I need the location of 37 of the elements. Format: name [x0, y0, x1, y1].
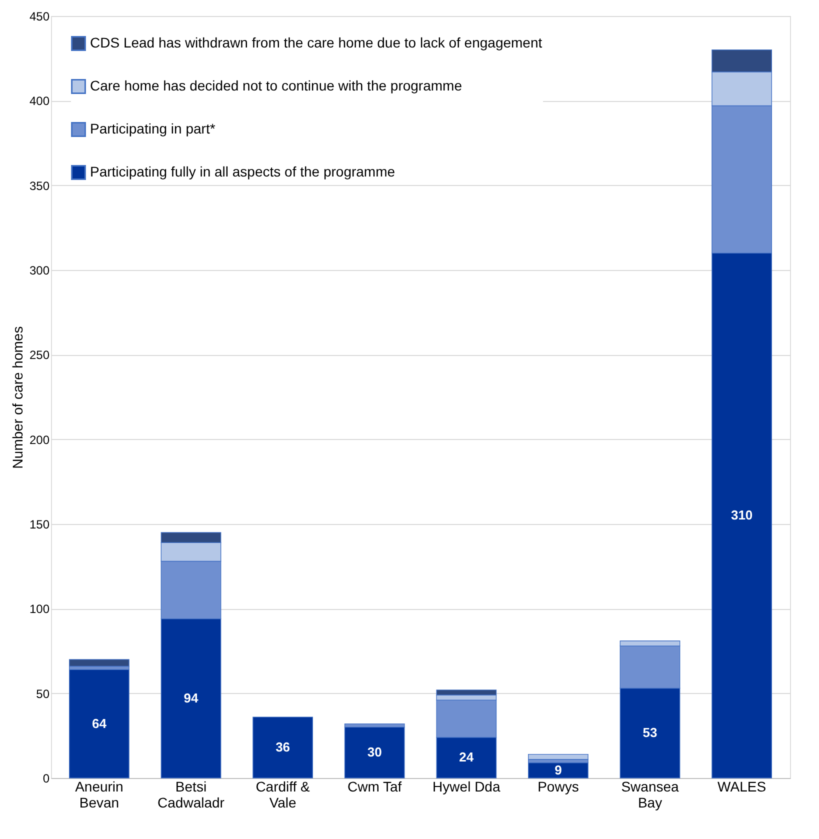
- legend-label: Care home has decided not to continue with the programme: [90, 78, 462, 94]
- x-tick-label: Cwm Taf: [348, 778, 402, 794]
- bar: [252, 716, 313, 778]
- y-tick-label: 350: [29, 178, 50, 193]
- y-tick-label: 400: [29, 94, 50, 108]
- y-tick-label: 150: [29, 518, 50, 532]
- legend-label: Participating in part*: [90, 120, 216, 136]
- data-label: 36: [276, 740, 290, 755]
- legend-label: CDS Lead has withdrawn from the care home due to lack of engagement: [90, 34, 542, 50]
- y-tick-label: 0: [42, 772, 50, 786]
- y-tick-label: 450: [29, 10, 50, 24]
- x-tick-label: Aneurin Bevan: [75, 778, 124, 810]
- data-label: 24: [459, 750, 474, 765]
- y-tick-label: 200: [29, 432, 50, 447]
- x-tick-label: Hywel Dda: [432, 778, 500, 794]
- bar: [69, 669, 130, 778]
- bar: [69, 659, 130, 667]
- x-tick-label: Powys: [538, 778, 579, 794]
- y-axis-title: Number of care homes: [9, 326, 26, 469]
- bar: [344, 726, 405, 778]
- x-tick-label: WALES: [718, 778, 766, 794]
- x-tick-label: Betsi Cadwaladr: [158, 778, 225, 810]
- legend-label: Participating fully in all aspects of the programme: [90, 164, 396, 180]
- x-tick-label: Cardiff & Vale: [256, 778, 311, 810]
- y-tick-label: 250: [29, 348, 50, 362]
- data-label: 30: [367, 744, 382, 760]
- y-tick-label: 50: [36, 686, 50, 701]
- y-tick-label: 300: [29, 264, 50, 278]
- data-label: 64: [92, 716, 108, 731]
- data-label: 310: [730, 508, 753, 523]
- bar: [528, 754, 588, 760]
- bar: [528, 762, 588, 778]
- data-label: 94: [184, 690, 199, 706]
- data-label: 53: [642, 725, 658, 740]
- y-tick-label: 100: [29, 602, 50, 616]
- x-tick-label: Swansea Bay: [621, 778, 680, 810]
- data-label: 9: [554, 762, 562, 778]
